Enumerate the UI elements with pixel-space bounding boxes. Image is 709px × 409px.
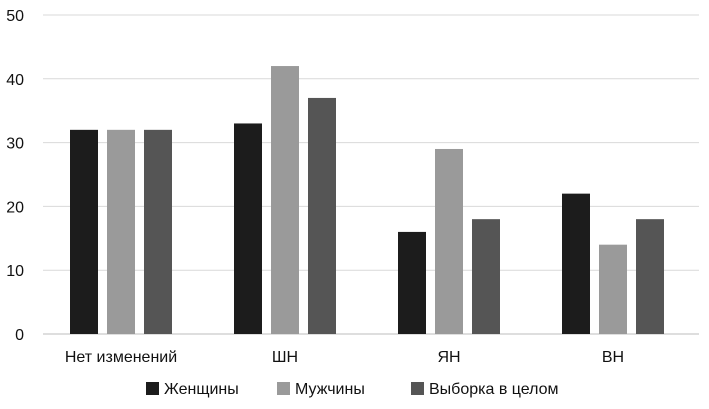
bar [636, 219, 664, 334]
bar [234, 123, 262, 335]
bar [398, 231, 426, 334]
x-axis-tick-labels: Нет изменений ШН ЯН ВН [65, 349, 624, 366]
legend-swatch [277, 382, 290, 395]
legend-label: Мужчины [295, 381, 365, 398]
y-axis-tick-labels: 0 10 20 30 40 50 [6, 8, 24, 344]
bar [144, 129, 172, 334]
bar [599, 244, 627, 334]
y-tick-label: 50 [6, 8, 24, 25]
legend-label: Женщины [164, 381, 239, 398]
legend: Женщины Мужчины Выборка в целом [146, 381, 559, 398]
y-tick-label: 40 [6, 72, 24, 89]
y-tick-label: 20 [6, 199, 24, 216]
x-tick-label: ШН [272, 349, 298, 366]
bar [472, 219, 500, 334]
y-tick-label: 0 [15, 327, 24, 344]
bar [308, 97, 336, 334]
x-tick-label: ЯН [437, 349, 460, 366]
legend-swatch [146, 382, 159, 395]
x-tick-label: ВН [602, 349, 624, 366]
bar [271, 66, 299, 334]
legend-swatch [411, 382, 424, 395]
bar [562, 193, 590, 334]
bar [70, 129, 98, 334]
x-tick-label: Нет изменений [65, 349, 177, 366]
y-tick-label: 10 [6, 263, 24, 280]
y-tick-label: 30 [6, 136, 24, 153]
bars [70, 66, 664, 335]
bar [107, 129, 135, 334]
legend-label: Выборка в целом [429, 381, 559, 398]
bar [435, 148, 463, 334]
